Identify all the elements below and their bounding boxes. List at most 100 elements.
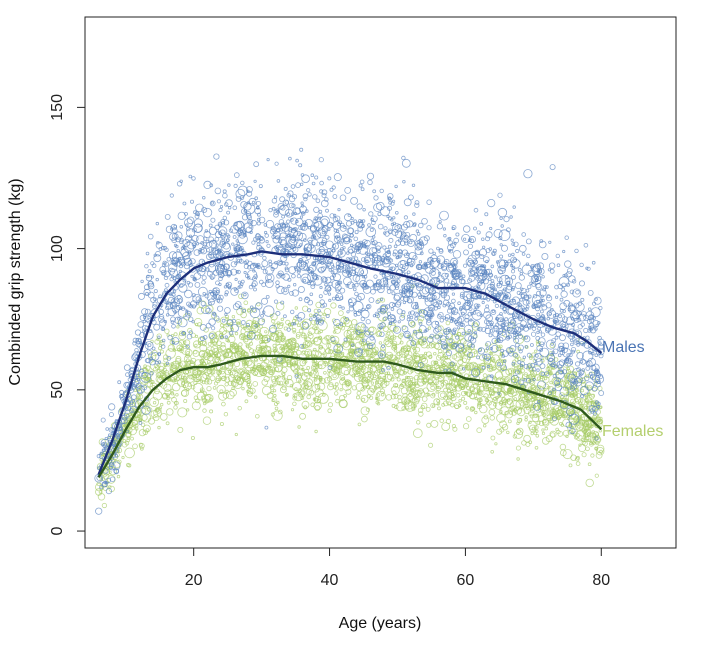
- point-males: [266, 158, 270, 162]
- point-males: [223, 285, 227, 289]
- point-females: [323, 370, 327, 375]
- point-males: [540, 309, 544, 314]
- point-females: [238, 293, 244, 299]
- point-males: [366, 172, 375, 180]
- point-females: [534, 445, 539, 450]
- point-males: [145, 291, 149, 296]
- point-males: [333, 213, 337, 217]
- point-females: [510, 369, 515, 373]
- point-males: [144, 264, 149, 269]
- point-females: [520, 368, 525, 373]
- point-males: [391, 199, 396, 203]
- point-males: [157, 335, 161, 339]
- point-males: [167, 334, 173, 341]
- point-females: [97, 493, 106, 501]
- point-males: [302, 278, 307, 283]
- point-females: [368, 326, 375, 333]
- point-males: [536, 299, 540, 304]
- point-females: [355, 395, 360, 400]
- point-females: [184, 348, 193, 357]
- point-males: [392, 216, 396, 220]
- point-females: [227, 335, 236, 344]
- point-females: [339, 388, 343, 392]
- point-females: [499, 378, 504, 383]
- point-males: [123, 364, 131, 371]
- point-females: [576, 455, 580, 460]
- point-females: [219, 323, 224, 328]
- point-females: [191, 401, 201, 411]
- point-males: [243, 270, 247, 275]
- point-males: [339, 194, 347, 202]
- point-males: [518, 244, 527, 253]
- point-males: [489, 226, 493, 231]
- point-females: [339, 375, 346, 381]
- point-females: [338, 394, 346, 402]
- point-males: [500, 244, 508, 252]
- point-males: [253, 287, 257, 292]
- point-females: [589, 441, 593, 446]
- point-females: [176, 325, 180, 329]
- point-males: [539, 363, 546, 370]
- point-males: [274, 245, 278, 250]
- point-females: [462, 423, 470, 430]
- point-males: [510, 258, 521, 269]
- point-males: [561, 287, 566, 292]
- point-females: [224, 376, 231, 383]
- point-males: [160, 344, 166, 349]
- point-females: [513, 429, 524, 439]
- point-females: [549, 380, 553, 385]
- point-males: [299, 258, 303, 262]
- point-females: [170, 388, 174, 392]
- point-females: [280, 337, 286, 343]
- point-males: [343, 225, 347, 229]
- point-males: [208, 318, 216, 326]
- point-males: [266, 274, 272, 280]
- point-males: [95, 507, 103, 515]
- point-males: [164, 282, 170, 288]
- point-males: [202, 242, 208, 247]
- point-males: [408, 240, 413, 245]
- point-females: [514, 366, 518, 370]
- point-males: [313, 206, 320, 213]
- point-females: [246, 335, 252, 341]
- point-males: [537, 326, 541, 331]
- point-males: [312, 194, 318, 200]
- point-males: [499, 243, 503, 247]
- point-females: [246, 375, 251, 380]
- point-males: [426, 199, 432, 205]
- point-females: [306, 365, 311, 370]
- point-males: [307, 226, 312, 230]
- point-males: [436, 223, 443, 230]
- point-males: [255, 200, 261, 206]
- point-females: [590, 453, 595, 458]
- point-females: [296, 374, 302, 379]
- point-males: [396, 308, 403, 315]
- point-males: [189, 199, 194, 204]
- point-males: [379, 188, 384, 194]
- point-females: [359, 337, 365, 343]
- point-males: [219, 205, 224, 209]
- point-females: [385, 331, 395, 340]
- point-males: [592, 316, 596, 320]
- point-males: [222, 192, 228, 199]
- point-males: [341, 306, 345, 310]
- point-males: [253, 161, 260, 168]
- point-males: [520, 325, 524, 330]
- point-females: [528, 409, 535, 417]
- point-females: [165, 421, 170, 426]
- point-females: [317, 360, 327, 370]
- point-females: [237, 406, 242, 411]
- point-males: [266, 243, 271, 248]
- point-males: [386, 286, 390, 290]
- point-males: [507, 253, 512, 257]
- point-males: [569, 289, 575, 295]
- point-females: [221, 401, 226, 407]
- point-males: [102, 448, 106, 452]
- point-females: [206, 385, 212, 392]
- point-females: [223, 412, 229, 417]
- point-males: [545, 302, 552, 309]
- point-females: [488, 367, 493, 371]
- point-males: [247, 218, 254, 225]
- point-females: [465, 406, 469, 410]
- point-females: [285, 338, 297, 350]
